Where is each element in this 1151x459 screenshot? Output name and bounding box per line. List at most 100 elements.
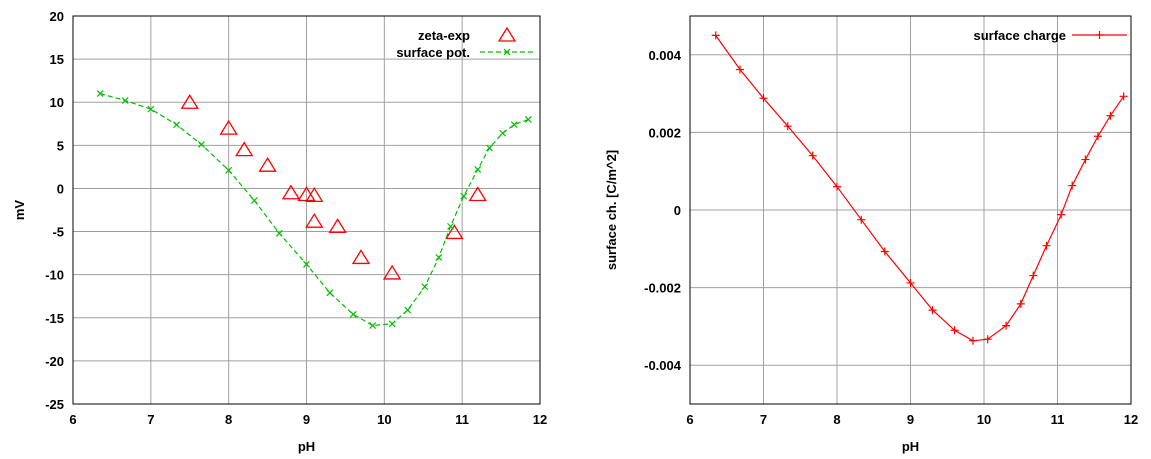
y-tick-label: 5 — [57, 138, 64, 153]
surface-pot-point — [474, 166, 482, 173]
zeta-exp-point — [219, 119, 238, 135]
x-axis-label: pH — [298, 439, 315, 454]
y-tick-label: 0.002 — [648, 125, 681, 140]
surface-pot-point — [485, 144, 493, 152]
y-tick-label: -5 — [52, 225, 64, 240]
surface-charge-point — [1002, 321, 1011, 330]
y-tick-label: -20 — [45, 354, 64, 369]
legend-label-zeta-exp: zeta-exp — [418, 28, 470, 43]
surface-pot-point — [275, 229, 283, 237]
surface-charge-point — [711, 31, 720, 40]
y-tick-label: 0 — [674, 203, 681, 218]
zeta-exp-point — [468, 186, 487, 202]
zeta-exp-point — [258, 156, 277, 172]
surface-charge-point — [1042, 241, 1051, 250]
surface-charge-line — [715, 35, 1125, 342]
surface-charge-point — [1068, 181, 1077, 190]
plot-frame — [689, 15, 1132, 405]
x-tick-label: 11 — [455, 412, 469, 427]
x-tick-label: 7 — [760, 412, 767, 427]
zeta-exp-point — [305, 187, 324, 202]
zeta-exp-point — [328, 218, 347, 234]
surface-charge-point — [1057, 210, 1066, 219]
surface-charge-chart: 6 7 8 9 10 11 12 0.004 0.002 0 -0.002 -0.004 pH surfa… — [604, 15, 1138, 454]
surface-pot-point — [250, 197, 258, 204]
surface-pot-line — [100, 93, 529, 327]
y-tick-label: -0.002 — [644, 281, 681, 296]
y-axis-label: mV — [12, 200, 27, 221]
y-axis-label: surface ch. [C/m^2] — [604, 150, 619, 270]
surface-charge-point — [759, 94, 768, 103]
surface-charge-point — [808, 151, 817, 160]
zeta-potential-chart: 6 7 8 9 10 11 12 20 15 10 5 0 -5 -10 -15 -20 -25 pH mV zeta… — [12, 9, 547, 454]
surface-pot-point — [369, 322, 377, 329]
surface-charge-point — [880, 247, 889, 256]
surface-pot-point — [404, 306, 412, 314]
legend-marker-surface-pot — [503, 48, 511, 56]
x-axis-label: pH — [902, 439, 919, 454]
surface-charge-point — [1016, 299, 1025, 308]
surface-pot-point — [421, 283, 429, 291]
surface-pot-point — [460, 192, 468, 200]
surface-pot-point — [121, 97, 129, 104]
surface-charge-point — [1029, 271, 1038, 280]
surface-pot-point — [326, 289, 334, 297]
surface-pot-point — [349, 310, 357, 318]
y-tick-label: -25 — [45, 397, 64, 412]
x-tick-label: 10 — [377, 412, 391, 427]
surface-charge-point — [857, 215, 866, 224]
surface-charge-point — [1081, 155, 1090, 164]
surface-pot-point — [173, 121, 180, 129]
zeta-exp-point — [180, 93, 199, 109]
zeta-exp-point — [382, 264, 402, 280]
zeta-exp-point — [305, 212, 324, 228]
surface-charge-point — [983, 335, 992, 344]
x-tick-label: 9 — [907, 412, 914, 427]
surface-pot-point — [96, 90, 104, 98]
legend-label-surface-charge: surface charge — [974, 28, 1067, 43]
plot-frame — [72, 15, 541, 405]
y-tick-label: -0.004 — [644, 358, 682, 373]
surface-pot-point — [447, 222, 454, 230]
y-tick-label: 15 — [50, 52, 64, 67]
y-tick-label: 20 — [50, 9, 64, 24]
y-tick-label: 10 — [50, 95, 64, 110]
y-tick-label: 0.004 — [648, 48, 681, 63]
legend-marker-surface-charge — [1095, 31, 1104, 39]
x-tick-label: 8 — [225, 412, 232, 427]
legend-marker-zeta-exp — [497, 26, 517, 42]
surface-pot-point — [524, 116, 532, 123]
surface-pot-point — [499, 129, 507, 137]
x-tick-label: 6 — [686, 412, 693, 427]
y-tick-label: 0 — [57, 181, 64, 196]
y-tick-label: -10 — [45, 268, 64, 283]
zeta-exp-point — [235, 141, 254, 157]
surface-pot-point — [303, 260, 310, 268]
surface-pot-point — [198, 141, 205, 148]
x-tick-label: 11 — [1051, 412, 1065, 427]
zeta-exp-point — [445, 224, 464, 240]
surface-charge-point — [928, 306, 937, 315]
surface-pot-point — [225, 166, 233, 174]
y-tick-label: -15 — [45, 311, 64, 326]
x-tick-label: 8 — [833, 412, 840, 427]
surface-pot-point — [147, 105, 155, 113]
surface-charge-point — [783, 122, 792, 131]
zeta-exp-point — [281, 184, 301, 200]
zeta-exp-point — [351, 249, 371, 265]
x-tick-label: 12 — [1124, 412, 1138, 427]
surface-charge-point — [1106, 111, 1115, 120]
surface-charge-point — [950, 326, 959, 335]
surface-pot-point — [435, 253, 443, 261]
x-tick-label: 7 — [147, 412, 154, 427]
surface-pot-point — [510, 121, 518, 129]
legend-label-surface-pot: surface pot. — [396, 45, 470, 60]
surface-charge-point — [1119, 92, 1128, 101]
surface-charge-point — [968, 336, 977, 345]
surface-charge-point — [1093, 132, 1102, 141]
surface-charge-point — [833, 182, 841, 191]
x-tick-label: 10 — [977, 412, 991, 427]
x-tick-label: 6 — [69, 412, 76, 427]
surface-charge-point — [735, 65, 744, 74]
